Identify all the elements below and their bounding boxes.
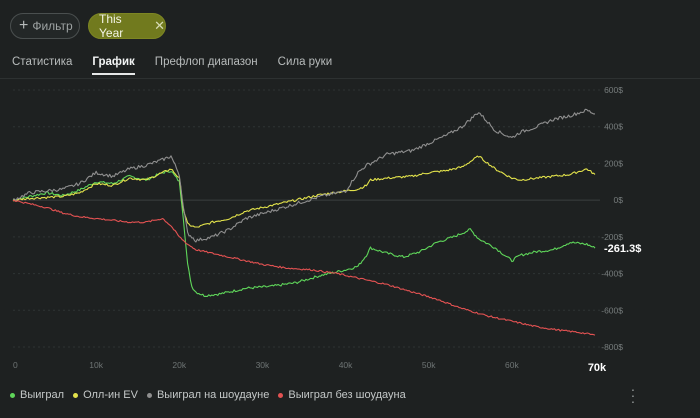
add-filter-label: Фильтр: [32, 19, 73, 33]
x-tick-label: 10k: [89, 360, 103, 370]
y-tick-label: 600$: [604, 85, 623, 95]
y-tick-label: 0$: [614, 195, 624, 205]
y-tick-label: 200$: [604, 158, 623, 168]
y-tick-label: 400$: [604, 122, 623, 132]
close-icon[interactable]: ✕: [154, 18, 165, 33]
legend-dot-non-showdown: [278, 392, 284, 398]
legend-dot-showdown: [146, 392, 152, 398]
y-tick-label: -400$: [601, 269, 623, 279]
active-filter-chip[interactable]: This Year ✕: [88, 12, 166, 40]
series-line: [12, 170, 596, 298]
legend-item-non-showdown[interactable]: Выиграл без шоудауна: [278, 389, 406, 401]
x-tick-label: 60k: [505, 360, 519, 370]
winnings-chart: 600$ 400$ 200$ 0$ -200$ -400$ -600$ -800$ 0 10k 2…: [12, 85, 641, 374]
tab-divider: [0, 78, 700, 79]
legend-dot-won: [10, 392, 15, 398]
legend-dot-allin-ev: [73, 392, 79, 398]
legend-item-won[interactable]: Выиграл: [10, 389, 64, 401]
x-axis-ticks: 0 10k 20k 30k 40k 50k 60k 70k: [13, 360, 607, 374]
kebab-menu-icon[interactable]: · · ·: [630, 381, 636, 409]
y-axis-ticks: 600$ 400$ 200$ 0$ -200$ -400$ -600$ -800$: [601, 85, 623, 352]
legend-label-showdown: Выиграл на шоудауне: [156, 389, 270, 401]
tab-bar: Статистика График Префлоп диапазон Сила …: [12, 56, 352, 75]
chart-legend: Выиграл Олл-ин EV Выиграл на шоудауне Вы…: [10, 389, 406, 401]
y-tick-label: -800$: [601, 342, 623, 352]
series-line: [12, 108, 595, 243]
tab-graph[interactable]: График: [92, 56, 135, 75]
x-tick-label: 20k: [172, 360, 186, 370]
active-filter-label: This Year: [99, 12, 124, 40]
add-filter-button[interactable]: + Фильтр: [10, 13, 80, 39]
plus-icon: +: [19, 17, 29, 34]
tab-hand-strength[interactable]: Сила руки: [277, 56, 333, 68]
x-tick-label: 0: [13, 360, 18, 370]
current-value-label: -261.3$: [604, 243, 641, 255]
y-tick-label: -600$: [601, 305, 623, 315]
chart-grid: [13, 89, 600, 348]
legend-label-non-showdown: Выиграл без шоудауна: [288, 389, 406, 401]
chart-series: [12, 108, 596, 336]
tab-statistics[interactable]: Статистика: [12, 56, 73, 68]
x-tick-label: 70k: [588, 362, 607, 374]
legend-label-allin-ev: Олл-ин EV: [83, 389, 138, 401]
x-tick-label: 30k: [256, 360, 270, 370]
series-line: [12, 155, 596, 228]
x-tick-label: 40k: [339, 360, 353, 370]
series-line: [12, 199, 596, 336]
legend-item-showdown[interactable]: Выиграл на шоудауне: [146, 389, 270, 401]
tab-preflop-range[interactable]: Префлоп диапазон: [154, 56, 258, 68]
legend-label-won: Выиграл: [20, 389, 65, 401]
legend-item-allin-ev[interactable]: Олл-ин EV: [73, 389, 138, 401]
y-tick-label: -200$: [601, 232, 623, 242]
filter-chips: + Фильтр This Year ✕: [10, 12, 166, 40]
x-tick-label: 50k: [422, 360, 436, 370]
